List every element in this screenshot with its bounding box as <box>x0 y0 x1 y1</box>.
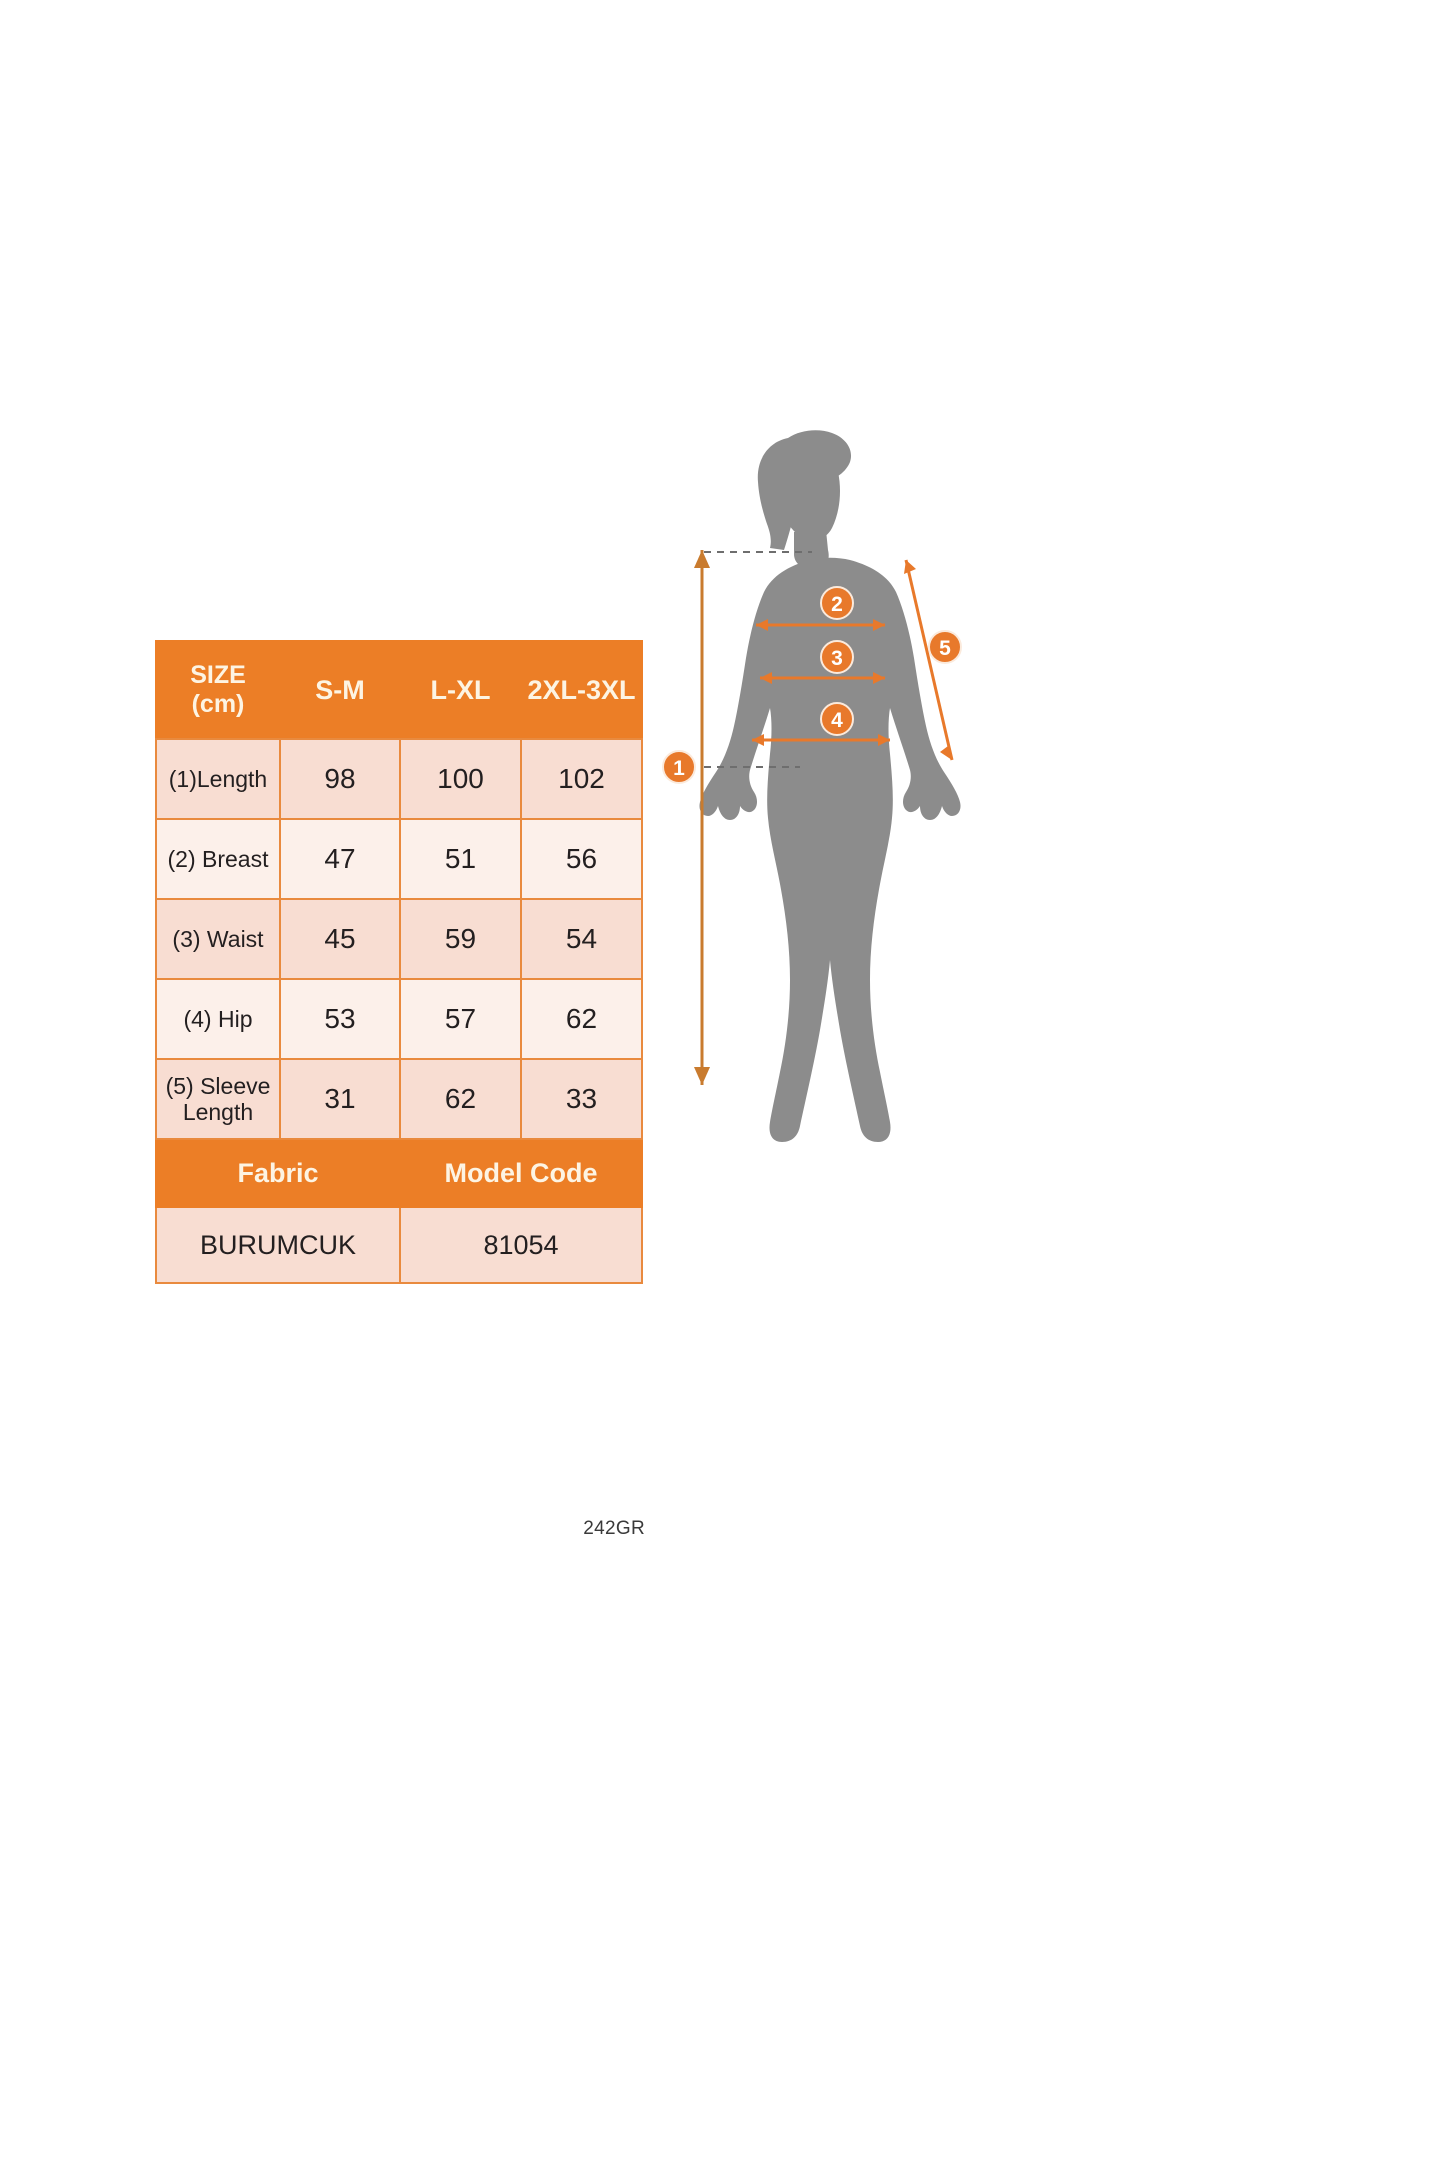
measurement-figure: 1 2 3 4 5 <box>660 420 1010 1170</box>
table-footer-row: BURUMCUK 81054 <box>155 1206 643 1284</box>
table-row: (3) Waist 45 59 54 <box>155 898 643 980</box>
header-size-line1: SIZE <box>190 660 246 689</box>
cell-waist-sm: 45 <box>279 898 401 980</box>
size-chart-table: SIZE (cm) S-M L-XL 2XL-3XL (1)Length 98 … <box>155 640 643 1284</box>
row-label-length: (1)Length <box>155 738 281 820</box>
cell-waist-lxl: 59 <box>399 898 522 980</box>
marker-1-length: 1 <box>662 750 696 784</box>
row-label-sleeve-line2: Length <box>182 1099 254 1125</box>
female-body-silhouette <box>699 430 961 1142</box>
cell-length-lxl: 100 <box>399 738 522 820</box>
table-row: (2) Breast 47 51 56 <box>155 818 643 900</box>
row-label-waist: (3) Waist <box>155 898 281 980</box>
cell-length-sm: 98 <box>279 738 401 820</box>
cell-hip-sm: 53 <box>279 978 401 1060</box>
marker-2-breast: 2 <box>820 586 854 620</box>
header-size-line2: (cm) <box>191 690 245 718</box>
cell-sleeve-sm: 31 <box>279 1058 401 1140</box>
subheader-fabric: Fabric <box>155 1138 401 1208</box>
marker-3-waist: 3 <box>820 640 854 674</box>
female-silhouette-diagram <box>694 430 961 1142</box>
cell-breast-sm: 47 <box>279 818 401 900</box>
table-subheader-row: Fabric Model Code <box>155 1138 643 1208</box>
row-label-sleeve-length: (5) Sleeve Length <box>155 1058 281 1140</box>
header-col-2xl3xl: 2XL-3XL <box>520 640 643 740</box>
subheader-model-code: Model Code <box>399 1138 643 1208</box>
cell-length-2xl3xl: 102 <box>520 738 643 820</box>
measure-line-sleeve <box>904 559 954 761</box>
cell-model-code-value: 81054 <box>399 1206 643 1284</box>
header-col-sm: S-M <box>279 640 401 740</box>
size-chart-table-container: SIZE (cm) S-M L-XL 2XL-3XL (1)Length 98 … <box>155 640 643 1284</box>
length-guide-lines <box>704 551 812 768</box>
fabric-weight-note: 242GR <box>583 1518 645 1539</box>
cell-fabric-value: BURUMCUK <box>155 1206 401 1284</box>
row-label-sleeve-line1: (5) Sleeve <box>165 1072 271 1099</box>
table-header-row: SIZE (cm) S-M L-XL 2XL-3XL <box>155 640 643 740</box>
table-row: (5) Sleeve Length 31 62 33 <box>155 1058 643 1140</box>
marker-5-sleeve-length: 5 <box>928 630 962 664</box>
table-row: (1)Length 98 100 102 <box>155 738 643 820</box>
cell-waist-2xl3xl: 54 <box>520 898 643 980</box>
cell-breast-lxl: 51 <box>399 818 522 900</box>
cell-sleeve-lxl: 62 <box>399 1058 522 1140</box>
row-label-breast: (2) Breast <box>155 818 281 900</box>
table-row: (4) Hip 53 57 62 <box>155 978 643 1060</box>
header-col-lxl: L-XL <box>399 640 522 740</box>
cell-sleeve-2xl3xl: 33 <box>520 1058 643 1140</box>
cell-hip-lxl: 57 <box>399 978 522 1060</box>
cell-hip-2xl3xl: 62 <box>520 978 643 1060</box>
marker-4-hip: 4 <box>820 702 854 736</box>
measure-line-length <box>694 550 710 1085</box>
header-size-cm: SIZE (cm) <box>155 640 281 740</box>
row-label-hip: (4) Hip <box>155 978 281 1060</box>
cell-breast-2xl3xl: 56 <box>520 818 643 900</box>
